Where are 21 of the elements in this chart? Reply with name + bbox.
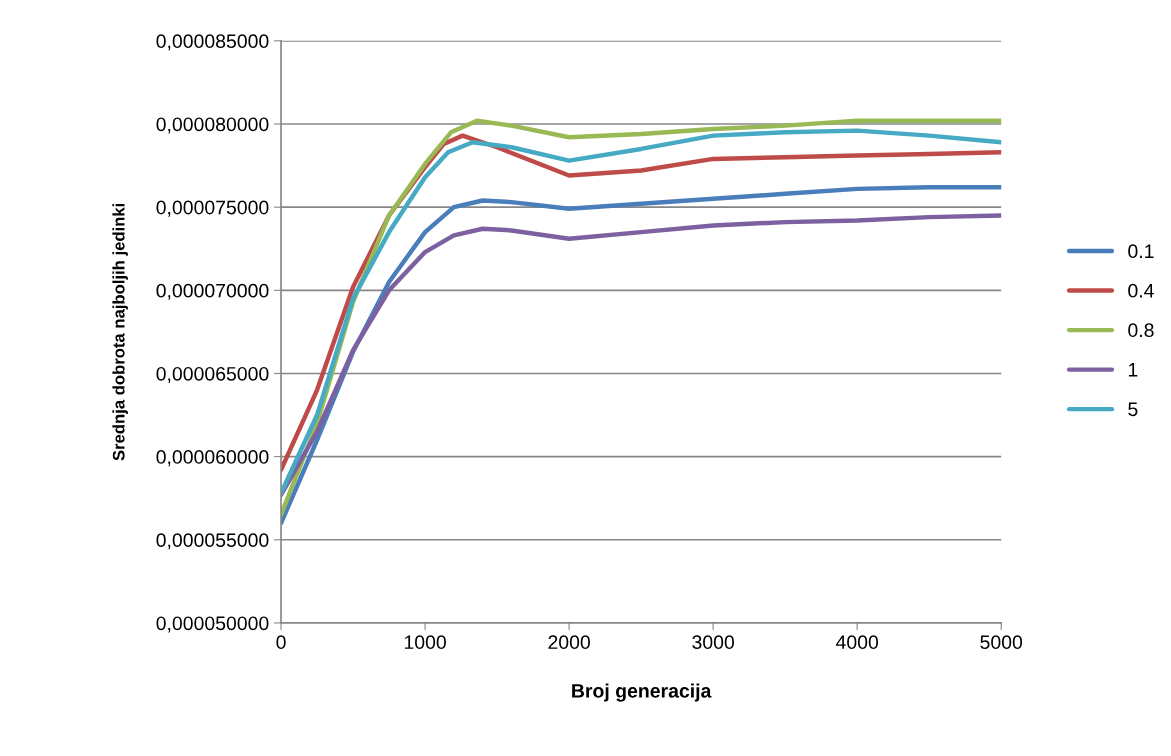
y-tick-label: 0,000060000 xyxy=(156,450,269,467)
y-tick-label: 0,000055000 xyxy=(156,533,269,550)
y-tick-label: 0,000080000 xyxy=(156,117,269,134)
legend-label: 1 xyxy=(1128,363,1138,377)
x-tick-label: 0 xyxy=(276,635,286,650)
y-axis-title: Srednja dobrota najboljih jedinki xyxy=(112,203,128,461)
x-tick-label: 3000 xyxy=(692,635,735,650)
legend-label: 5 xyxy=(1128,402,1138,417)
x-tick-label: 1000 xyxy=(404,635,446,650)
legend-label: 0.4 xyxy=(1128,283,1154,298)
y-tick-label: 0,000075000 xyxy=(156,200,269,217)
y-tick-label: 0,000050000 xyxy=(156,616,269,633)
y-tick-label: 0,000085000 xyxy=(156,34,269,51)
x-tick-label: 5000 xyxy=(980,635,1023,650)
x-axis-title: Broj generacija xyxy=(572,683,712,702)
y-tick-label: 0,000070000 xyxy=(156,283,269,300)
x-tick-label: 4000 xyxy=(835,635,879,650)
legend-label: 0.1 xyxy=(1128,244,1154,259)
y-tick-label: 0,000065000 xyxy=(156,366,269,383)
legend-label: 0.8 xyxy=(1128,323,1154,338)
x-tick-label: 2000 xyxy=(548,635,590,650)
